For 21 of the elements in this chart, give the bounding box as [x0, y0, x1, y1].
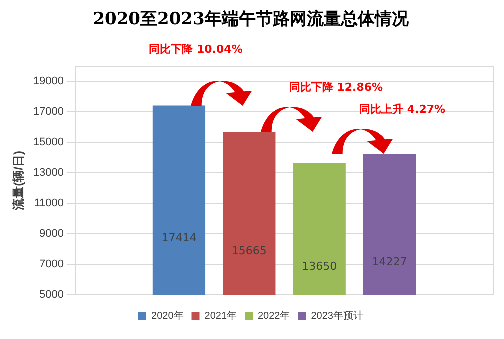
y-tick-label: 19000: [33, 76, 64, 88]
y-tick-label: 15000: [33, 136, 64, 149]
y-tick-label: 11000: [34, 198, 64, 210]
legend-label: 2020年: [152, 310, 184, 322]
data-label: 15665: [232, 244, 267, 258]
legend-label: 2021年: [204, 310, 238, 322]
legend-label: 2022年: [258, 310, 290, 322]
y-tick-label: 5000: [40, 289, 64, 302]
data-label: 14227: [372, 256, 408, 269]
y-tick-label: 13000: [33, 167, 64, 180]
data-label: 17414: [162, 231, 197, 244]
legend-label: 2023年预计: [311, 310, 364, 322]
chart-title: 2020至2023年端午节路网流量总体情况: [93, 10, 410, 30]
y-tick-label: 9000: [40, 228, 64, 240]
y-tick-label: 17000: [33, 106, 64, 118]
y-tick-label: 7000: [40, 258, 64, 271]
data-label: 13650: [302, 260, 338, 274]
annotation: 同比上升 4.27%: [360, 102, 446, 118]
annotation: 同比下降 12.86%: [289, 80, 384, 96]
y-axis-title: 流量(辆/日): [12, 151, 26, 212]
text: 同比下降 10.04%: [149, 42, 243, 57]
